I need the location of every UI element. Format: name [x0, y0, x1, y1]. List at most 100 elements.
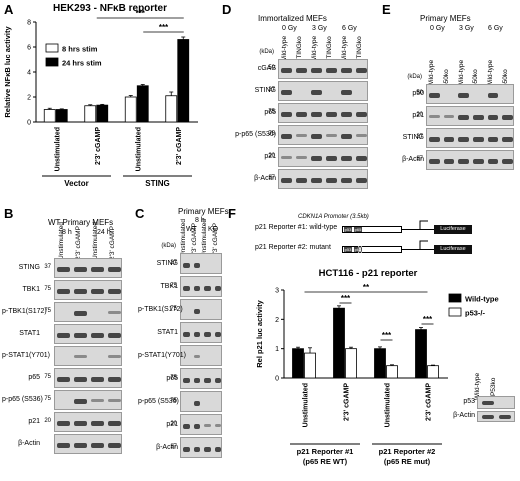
kda-marker: 75: [170, 397, 177, 404]
band: [193, 423, 200, 429]
band: [326, 178, 337, 183]
kda-marker: 37: [268, 175, 275, 181]
band: [356, 178, 367, 183]
row-label: p-STAT1(Y701): [2, 352, 50, 359]
inset-band-p53: [477, 396, 515, 409]
band: [91, 443, 104, 448]
band: [183, 331, 190, 337]
blot-strip: [54, 302, 122, 322]
band: [458, 115, 469, 120]
row-label: p-TBK1(S172): [2, 308, 47, 315]
band: [183, 262, 190, 268]
kda-marker: 75: [268, 109, 275, 115]
band: [57, 443, 70, 448]
blot-strip: [54, 324, 122, 344]
band: [91, 399, 104, 402]
band: [296, 112, 307, 117]
kda-marker: 20: [170, 420, 177, 427]
row-label: p21: [412, 112, 424, 119]
y-tick-label: 3: [275, 288, 279, 295]
kda-marker: 37: [416, 156, 423, 162]
band: [473, 115, 484, 120]
row-label: p21: [166, 420, 178, 428]
blot-strip: [426, 106, 514, 126]
luciferase-box-1: Luciferase: [434, 225, 472, 234]
band: [74, 289, 87, 294]
group-sublabel: (p65 RE WT): [303, 457, 348, 466]
band: [74, 333, 87, 338]
band: [502, 137, 513, 142]
y-tick-label: 0: [275, 376, 279, 383]
row-label: TBK1: [160, 282, 178, 290]
band: [281, 90, 292, 95]
chart-title: HEK293 - NFκB reporter: [53, 3, 167, 14]
band: [214, 331, 221, 337]
blot-strip: [54, 258, 122, 278]
blot-strip: [180, 345, 222, 366]
row-label: p65: [28, 374, 40, 381]
legend-swatch: [45, 43, 59, 53]
row-label: p-p65 (S536): [2, 396, 43, 403]
band: [74, 311, 87, 316]
band: [326, 112, 337, 117]
time-label: 24 h: [97, 229, 111, 236]
kda-marker: 75: [44, 286, 51, 292]
band: [183, 446, 190, 452]
row-label: β-Actin: [402, 156, 424, 163]
band: [326, 156, 337, 161]
y-tick-label: 4: [27, 70, 31, 77]
kda-marker: 37: [170, 259, 177, 266]
band: [74, 399, 87, 404]
kda-marker: 75: [44, 396, 51, 402]
band: [458, 159, 469, 164]
row-label: STAT1: [157, 328, 178, 336]
band: [183, 377, 190, 383]
blot-strip: [426, 84, 514, 104]
band: [57, 267, 70, 272]
time-label: 8 h: [62, 229, 72, 236]
group-sublabel: (p65 RE mut): [384, 457, 431, 466]
band: [91, 377, 104, 382]
band: [487, 93, 499, 98]
kda-marker: 37: [44, 264, 51, 270]
band: [296, 68, 307, 73]
band: [91, 289, 104, 294]
group-label: KO: [208, 226, 219, 233]
blot-strip: [278, 169, 368, 189]
promoter-label: CDKN1A Promoter (3.5kb): [298, 214, 369, 220]
band: [74, 377, 87, 382]
band: [74, 355, 87, 358]
band: [458, 93, 469, 98]
band: [281, 178, 292, 183]
blot-strip: [54, 412, 122, 432]
significance-label: ***: [382, 331, 392, 340]
blot-strip: [180, 391, 222, 412]
row-label: STING: [18, 264, 40, 271]
band: [193, 400, 200, 406]
row-label: p65: [166, 374, 178, 382]
y-tick-label: 6: [27, 45, 31, 52]
significance-label: **: [363, 283, 370, 292]
band: [296, 156, 307, 159]
legend-label: Wild-type: [465, 295, 499, 304]
band: [487, 159, 499, 164]
kda-marker: 75: [268, 131, 275, 137]
band: [193, 262, 200, 268]
y-tick-label: 2: [27, 95, 31, 102]
band: [341, 134, 352, 139]
band: [281, 68, 292, 73]
dose-label: 6 Gy: [488, 25, 503, 32]
x-category-label: Unstimulated: [135, 127, 142, 171]
y-tick-label: 8: [27, 20, 31, 27]
band: [204, 331, 211, 337]
dose-label: 0 Gy: [282, 25, 297, 32]
band: [356, 68, 367, 73]
row-label: β-Actin: [156, 443, 178, 451]
significance-label: ***: [423, 315, 433, 324]
band: [108, 399, 121, 402]
kda-marker: 37: [416, 134, 423, 140]
band: [429, 159, 440, 164]
significance-label: ***: [159, 23, 169, 32]
